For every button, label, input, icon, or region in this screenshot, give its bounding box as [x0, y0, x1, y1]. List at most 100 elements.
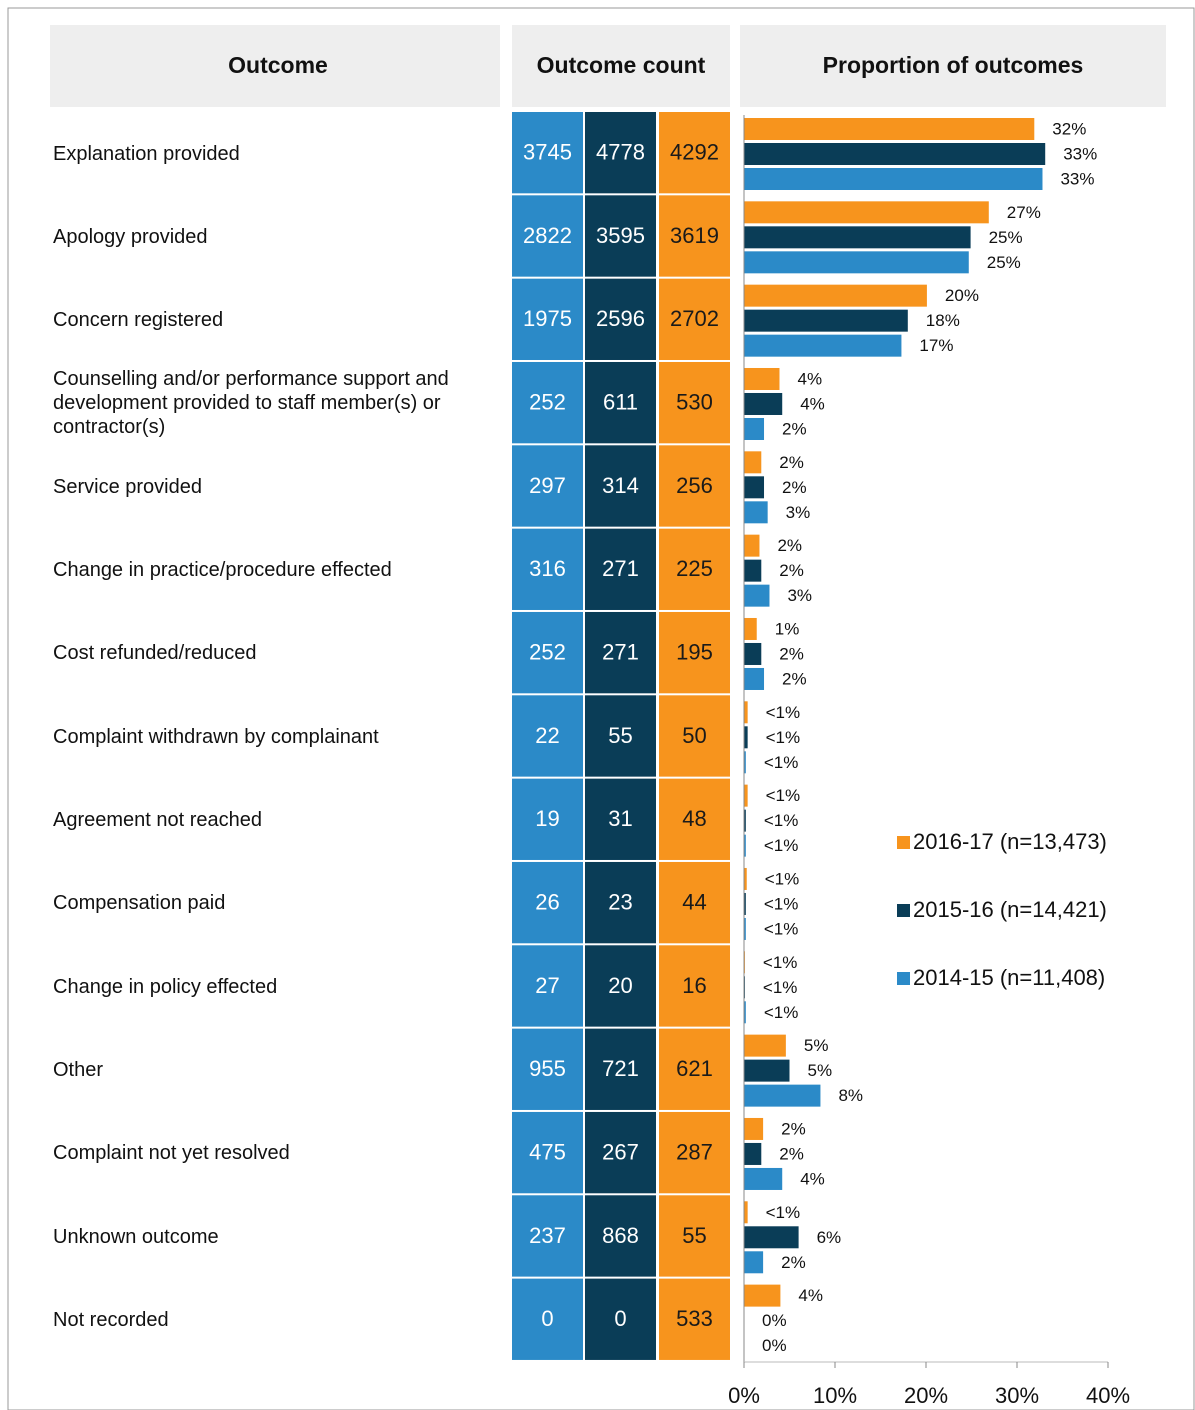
count-label: 23	[608, 889, 632, 914]
bar	[744, 701, 748, 724]
count-label: 611	[603, 389, 638, 414]
count-label: 252	[529, 639, 566, 664]
bar	[744, 1142, 762, 1165]
value-label: 2%	[782, 478, 807, 497]
count-label: 316	[529, 556, 566, 581]
legend-label: 2014-15 (n=11,408)	[913, 965, 1105, 990]
count-label: 3619	[670, 223, 719, 248]
count-label: 475	[529, 1139, 566, 1164]
count-cell	[585, 695, 656, 777]
count-label: 48	[682, 806, 706, 831]
count-cell	[585, 778, 656, 860]
bar	[744, 251, 969, 274]
count-label: 0	[614, 1306, 626, 1331]
x-tick-label: 30%	[995, 1383, 1039, 1408]
count-cell	[512, 861, 583, 944]
value-label: <1%	[764, 811, 799, 830]
value-label: <1%	[763, 953, 798, 972]
count-label: 22	[535, 723, 559, 748]
count-label: 50	[682, 723, 706, 748]
category-wrap: Not recorded	[53, 1309, 169, 1331]
count-label: 195	[676, 639, 713, 664]
value-label: 2%	[781, 1119, 806, 1138]
count-cell	[585, 861, 656, 944]
count-label: 256	[676, 473, 713, 498]
count-label: 4292	[670, 139, 719, 164]
legend-swatch	[897, 836, 910, 849]
bar	[744, 168, 1043, 190]
x-tick-label: 20%	[904, 1383, 948, 1408]
count-label: 271	[602, 639, 639, 664]
category-label: Change in practice/procedure effected	[53, 559, 392, 582]
value-label: 3%	[786, 503, 811, 522]
count-cell	[512, 945, 583, 1027]
value-label: <1%	[764, 753, 799, 772]
count-cell	[659, 1028, 730, 1110]
count-label: 621	[676, 1056, 713, 1081]
value-label: <1%	[765, 869, 800, 888]
category-label: Service provided	[53, 475, 202, 498]
category-wrap: Unknown outcome	[53, 1226, 219, 1248]
value-label: 2%	[779, 561, 804, 580]
value-label: 4%	[797, 369, 822, 388]
header-bg	[512, 25, 730, 107]
bar	[744, 334, 902, 357]
category-label: Other	[53, 1059, 104, 1082]
bar	[744, 1084, 821, 1107]
count-cell	[659, 278, 730, 360]
bar	[744, 784, 748, 807]
count-cell	[659, 361, 730, 444]
count-label: 267	[602, 1139, 639, 1164]
count-cell	[512, 1111, 583, 1194]
count-label: 314	[602, 473, 639, 498]
bar	[744, 617, 757, 640]
count-label: 271	[602, 556, 639, 581]
count-label: 237	[529, 1223, 566, 1248]
bar	[744, 726, 748, 749]
category-label: Complaint not yet resolved	[53, 1142, 290, 1165]
count-cell	[659, 611, 730, 694]
header-bg	[740, 25, 1166, 107]
header: Proportion of outcomes	[823, 52, 1084, 78]
bar	[744, 892, 746, 915]
value-label: <1%	[766, 728, 801, 747]
value-label: 20%	[945, 286, 979, 305]
count-cell	[585, 945, 656, 1027]
count-label: 225	[676, 556, 713, 581]
count-label: 2596	[596, 306, 645, 331]
header: Outcome count	[537, 52, 706, 78]
category-wrap: Complaint not yet resolved	[53, 1142, 290, 1165]
value-label: 25%	[987, 253, 1021, 272]
value-label: 4%	[800, 394, 825, 413]
count-cell	[512, 278, 583, 360]
bar	[744, 1284, 781, 1307]
header-bg	[50, 25, 500, 107]
count-cell	[659, 1278, 730, 1360]
x-tick-label: 40%	[1086, 1383, 1130, 1408]
bar	[744, 284, 927, 307]
category-wrap: Other	[53, 1059, 104, 1082]
value-label: 32%	[1052, 119, 1086, 138]
bar	[744, 118, 1035, 140]
count-cell	[512, 778, 583, 860]
value-label: 6%	[817, 1228, 842, 1247]
value-label: <1%	[766, 786, 801, 805]
x-tick-label: 10%	[813, 1383, 857, 1408]
bar	[744, 451, 762, 474]
count-cell	[659, 1195, 730, 1277]
category-wrap: Agreement not reached	[53, 809, 262, 831]
legend-label: 2016-17 (n=13,473)	[913, 829, 1107, 854]
bar	[744, 143, 1046, 165]
bar	[744, 559, 762, 582]
value-label: 4%	[800, 1169, 825, 1188]
count-label: 4778	[596, 139, 645, 164]
count-cell	[585, 278, 656, 360]
legend-swatch	[897, 972, 910, 985]
header: Outcome	[228, 52, 328, 78]
value-label: 2%	[781, 1253, 806, 1272]
value-label: 3%	[787, 586, 812, 605]
value-label: 2%	[782, 419, 807, 438]
count-label: 3595	[596, 223, 645, 248]
category-wrap: Service provided	[53, 475, 202, 498]
